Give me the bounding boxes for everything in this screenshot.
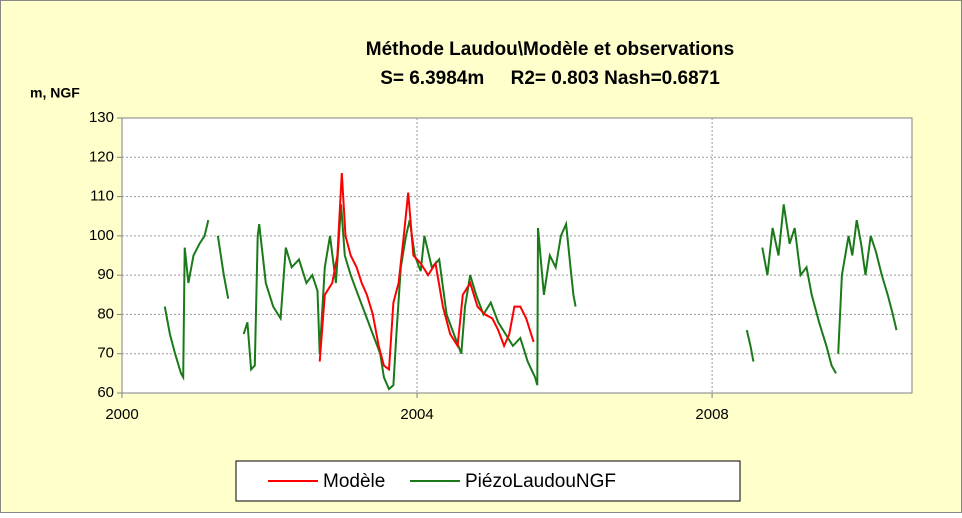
x-tick-label: 2000 [105,406,138,423]
y-tick-label: 80 [97,305,114,322]
y-tick-label: 90 [97,266,114,283]
y-tick-label: 100 [89,227,114,244]
series-line [318,172,535,372]
y-tick-label: 70 [97,345,114,362]
chart-subtitle: S= 6.3984m R2= 0.803 Nash=0.6871 [380,68,720,89]
x-tick-label: 2004 [400,406,433,423]
y-tick-label: 60 [97,384,114,401]
y-tick-label: 120 [89,148,114,165]
y-tick-label: 130 [89,109,114,126]
y-axis-label: m, NGF [30,85,80,101]
x-tick-label: 2008 [695,406,728,423]
legend [235,460,741,502]
plot-area [121,117,913,394]
series-line [163,204,898,391]
chart-title: Méthode Laudou\Modèle et observations [366,39,734,60]
y-tick-label: 110 [90,188,114,205]
legend-label: Modèle [323,471,385,492]
legend-label: PiézoLaudouNGF [465,471,616,492]
